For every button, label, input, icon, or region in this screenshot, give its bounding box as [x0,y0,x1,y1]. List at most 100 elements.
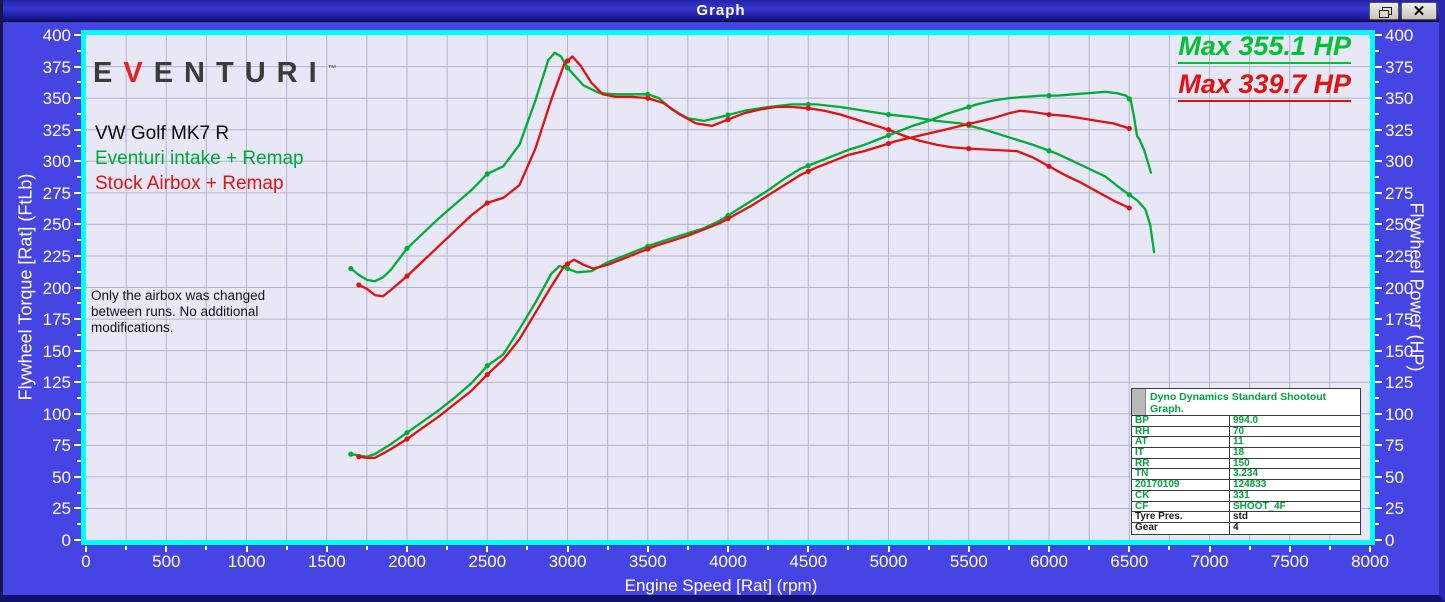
y-left-tick-label: 350 [42,89,71,109]
legend-run-eventuri: Eventuri intake + Remap [95,148,304,169]
max-power-red: Max 339.7 HP [1178,71,1351,102]
curve-dot-stock-power [564,261,571,267]
y-right-tick-mark [1375,475,1382,478]
y-right-tick-label: 350 [1385,89,1414,109]
y-right-tick-label: 325 [1385,120,1414,140]
x-tick-label: 500 [152,552,181,571]
curve-eventuri-power [349,90,1153,458]
plot-frame [81,30,1375,545]
curve-dot-stock-power [404,436,410,442]
curve-stock-torque [357,55,1131,298]
y-left-tick-label: 225 [42,246,71,266]
y-left-tick-label: 0 [61,531,71,550]
y-right-tick-label: 125 [1385,373,1414,393]
info-table-row: CF SHOOT_4F [1132,501,1360,513]
info-table-row: AT 11 [1132,437,1360,449]
y-left-minor-tick-mark [77,365,81,368]
x-tick-mark [727,546,729,552]
info-table-label: IT [1132,448,1230,458]
curve-dot-stock-power [356,454,362,460]
restore-button[interactable] [1369,2,1399,20]
legend-vehicle: VW Golf MK7 R [95,123,230,144]
x-tick-label: 7500 [1270,552,1309,571]
y-left-tick-mark [74,97,81,100]
y-left-tick-label: 375 [42,57,71,77]
x-tick-mark [1128,546,1131,552]
curve-dot-stock-power [1046,111,1052,118]
info-table-row: Tyre Pres. std [1132,512,1360,523]
info-table-label: BP [1132,416,1230,426]
x-tick-label: 2500 [468,552,507,571]
info-table-label: Tyre Pres. [1132,512,1230,522]
y-left-tick-mark [74,475,81,478]
y-left-minor-tick-mark [77,49,81,52]
y-left-tick-label: 275 [42,183,71,203]
info-table-label: RR [1132,458,1230,469]
curve-dot-eventuri-torque [1126,192,1132,198]
title-bar[interactable]: Graph ✕ [3,0,1439,22]
x-minor-tick-mark [125,546,128,550]
curve-dot-eventuri-power [1046,93,1052,99]
curve-dot-stock-torque [885,127,892,133]
x-minor-tick-mark [606,546,609,550]
y-right-tick-label: 300 [1385,152,1414,172]
info-table-row: RR 150 [1132,457,1360,470]
y-right-tick-label: 0 [1385,531,1395,550]
x-tick-mark [245,546,248,552]
y-right-minor-tick-mark [1375,460,1379,463]
info-table-title: Dyno Dynamics Standard Shootout Graph. [1150,391,1327,415]
y-left-minor-tick-mark [77,302,81,305]
info-table-label: 20170109 [1132,480,1230,490]
x-tick-label: 2000 [388,552,426,571]
info-table-row: TN 3.234 [1132,469,1360,481]
y-right-tick-label: 50 [1385,467,1404,487]
y-right-tick-label: 225 [1385,246,1414,266]
note-line: Only the airbox was changed [91,288,266,303]
x-minor-tick-mark [526,546,529,550]
curve-dot-stock-torque [484,200,490,206]
curve-dot-eventuri-power [966,104,972,110]
x-tick-mark [85,546,87,552]
info-table-row: CK 331 [1132,490,1360,502]
x-tick-label: 3000 [548,552,587,571]
curve-dot-eventuri-power [484,363,490,369]
y-right-tick-mark [1375,65,1382,68]
x-tick-label: 5000 [869,552,908,571]
info-table-value: 150 [1233,457,1250,469]
note-line: modifications. [91,320,174,335]
x-minor-tick-mark [1328,546,1331,550]
legend-run-stock: Stock Airbox + Remap [95,173,284,194]
y-left-tick-label: 250 [42,215,71,235]
y-left-minor-tick-mark [77,397,81,399]
x-minor-tick-mark [686,546,689,550]
y-left-tick-label: 125 [42,373,71,393]
y-right-minor-tick-mark [1375,523,1379,526]
y-right-tick-label: 250 [1385,215,1414,235]
y-right-tick-label: 175 [1385,310,1414,330]
x-tick-mark [1048,546,1050,552]
curve-dot-eventuri-torque [564,65,571,71]
curve-dot-eventuri-power [348,451,354,457]
curve-dot-stock-power [645,246,651,252]
x-minor-tick-mark [1007,546,1010,550]
info-table-row: 20170109 124833 [1132,480,1360,491]
y-left-tick-mark [74,65,81,68]
info-table-value: 124833 [1233,479,1267,491]
y-left-minor-tick-mark [77,270,81,273]
logo-letter-v: V [123,57,154,89]
close-icon: ✕ [1412,2,1426,20]
curve-dot-stock-torque [966,146,972,152]
y-left-minor-tick-mark [77,176,81,178]
curve-dot-stock-power [1126,125,1132,132]
restore-icon [1378,6,1392,18]
y-right-tick-label: 100 [1385,404,1414,424]
y-right-tick-mark [1375,286,1382,289]
x-minor-tick-mark [927,546,930,550]
curve-dot-eventuri-torque [348,265,354,272]
close-button[interactable]: ✕ [1401,2,1437,20]
y-left-tick-mark [74,34,81,36]
x-tick-label: 4500 [789,552,828,571]
y-right-minor-tick-mark [1375,333,1379,336]
curve-dot-stock-torque [805,105,811,111]
y-right-minor-tick-mark [1375,239,1379,242]
